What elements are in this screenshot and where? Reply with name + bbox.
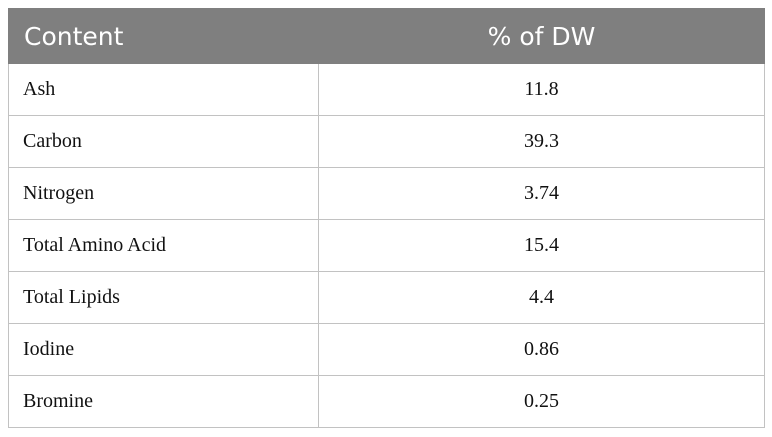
row-label: Nitrogen xyxy=(8,167,319,220)
row-label: Total Lipids xyxy=(8,271,319,324)
row-label: Ash xyxy=(8,63,319,116)
table-row: Total Amino Acid 15.4 xyxy=(8,219,765,272)
table-header-row: Content % of DW xyxy=(8,8,765,64)
table-row: Total Lipids 4.4 xyxy=(8,271,765,324)
table-row: Carbon 39.3 xyxy=(8,115,765,168)
row-value: 11.8 xyxy=(318,63,765,116)
row-value: 3.74 xyxy=(318,167,765,220)
row-label: Carbon xyxy=(8,115,319,168)
table-row: Nitrogen 3.74 xyxy=(8,167,765,220)
column-header-percent-dw: % of DW xyxy=(318,8,765,64)
column-header-content: Content xyxy=(8,8,319,64)
row-label: Iodine xyxy=(8,323,319,376)
row-label: Bromine xyxy=(8,375,319,428)
row-value: 15.4 xyxy=(318,219,765,272)
row-value: 0.25 xyxy=(318,375,765,428)
table-row: Iodine 0.86 xyxy=(8,323,765,376)
table-row: Ash 11.8 xyxy=(8,63,765,116)
row-label: Total Amino Acid xyxy=(8,219,319,272)
table-row: Bromine 0.25 xyxy=(8,375,765,428)
row-value: 0.86 xyxy=(318,323,765,376)
row-value: 4.4 xyxy=(318,271,765,324)
composition-table: Content % of DW Ash 11.8 Carbon 39.3 Nit… xyxy=(8,8,765,428)
row-value: 39.3 xyxy=(318,115,765,168)
